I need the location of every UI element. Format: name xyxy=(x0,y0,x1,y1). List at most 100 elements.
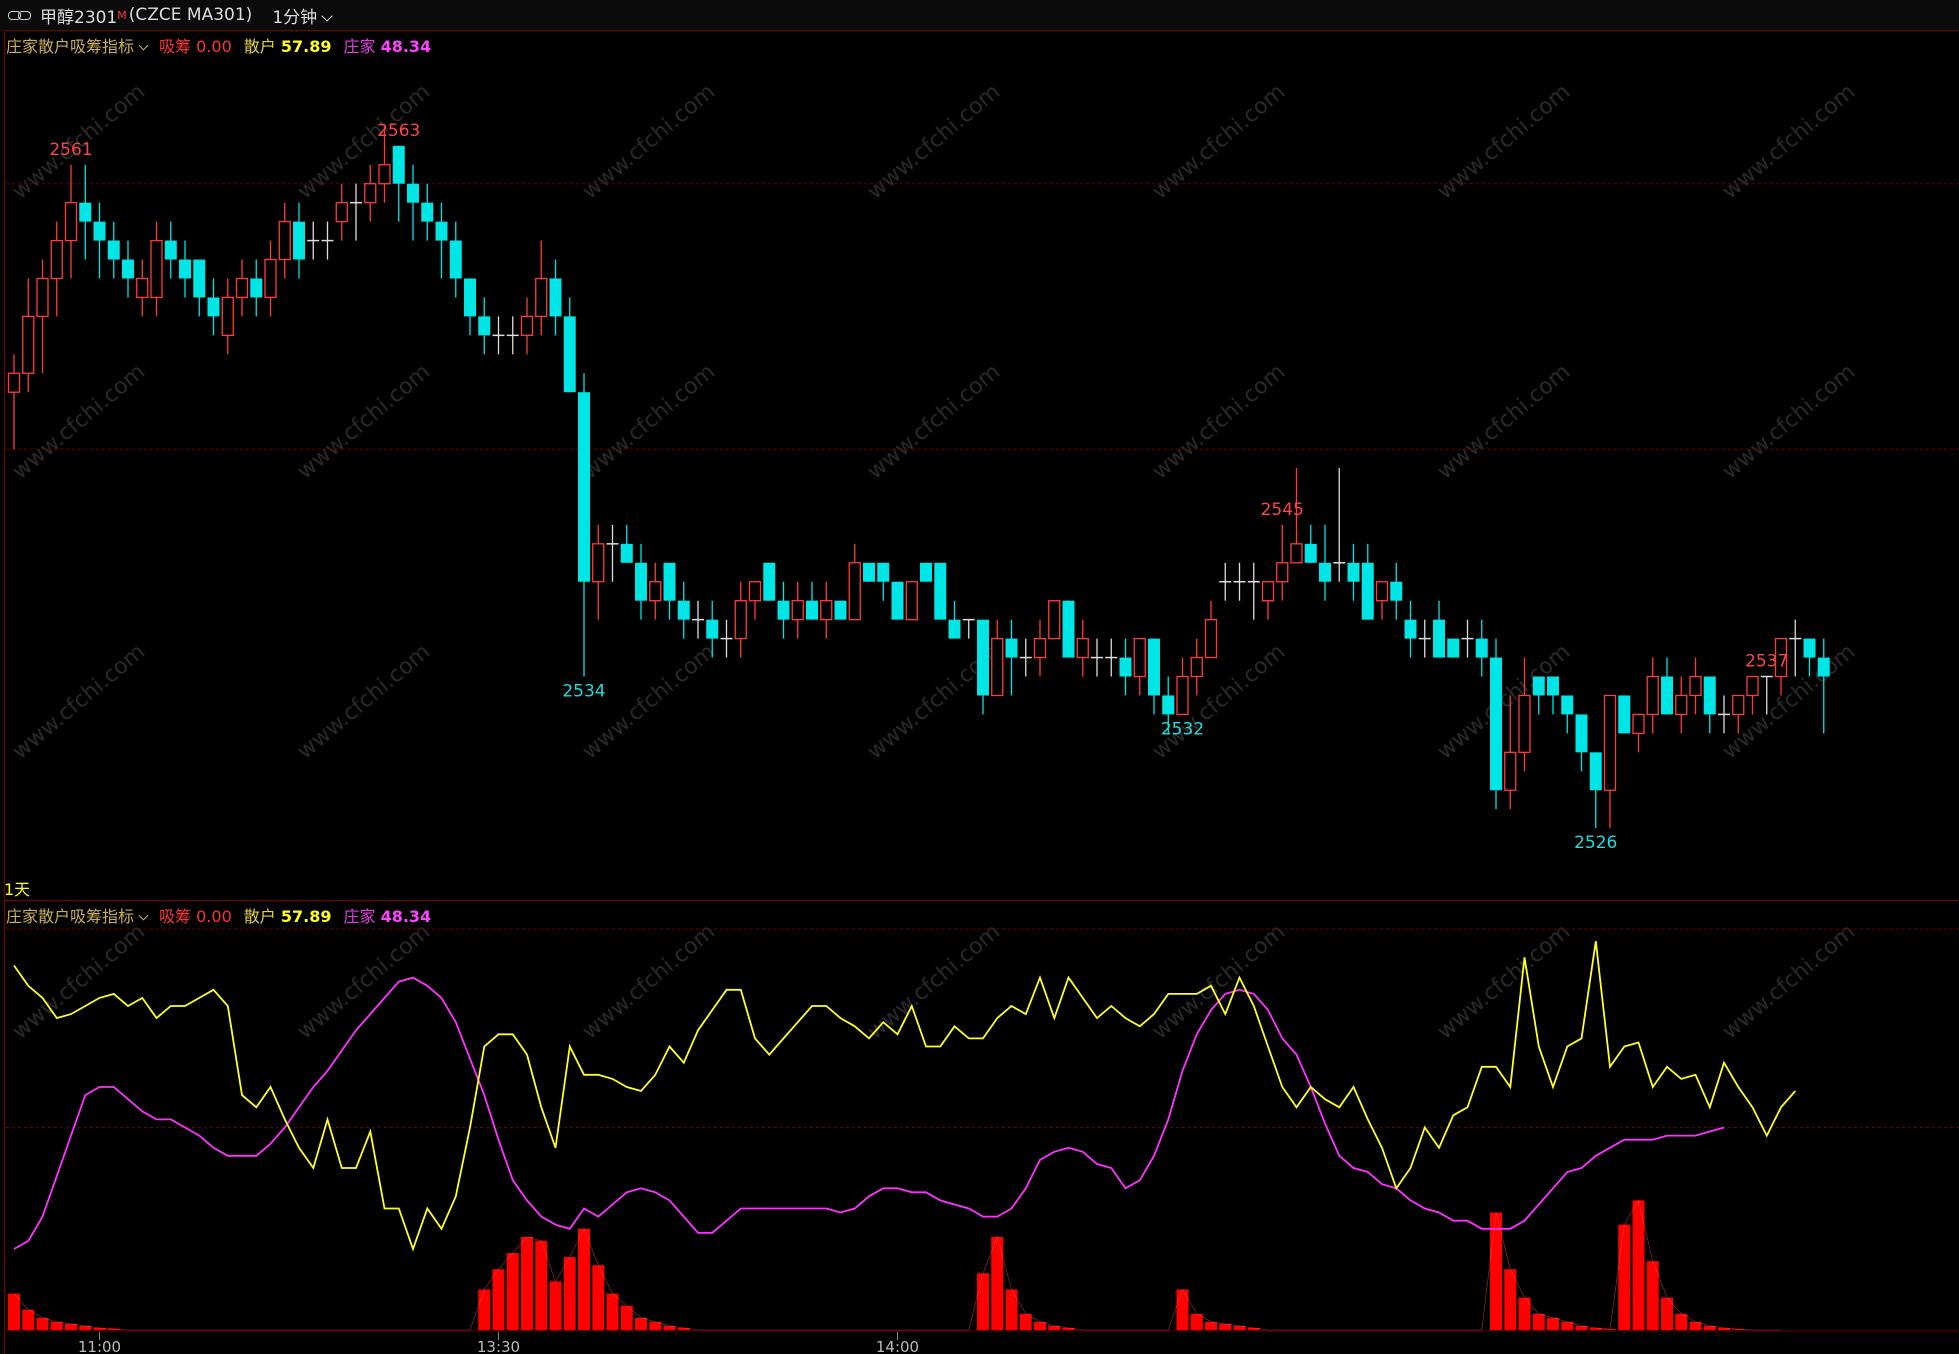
sanhu-value-2: 57.89 xyxy=(280,907,332,926)
xichou-bar xyxy=(50,1321,63,1330)
indicator-selector[interactable]: 庄家散户吸筹指标 xyxy=(6,33,149,57)
xichou-bar xyxy=(1632,1200,1645,1330)
candle-body xyxy=(1433,619,1445,658)
candle-body xyxy=(1532,676,1545,696)
xichou-bar xyxy=(1532,1313,1545,1330)
price-annotation: 2532 xyxy=(1161,719,1204,739)
xichou-bar xyxy=(1247,1327,1260,1330)
xichou-bar xyxy=(1019,1313,1032,1330)
candle-body xyxy=(592,543,605,583)
candle-body xyxy=(1033,637,1047,659)
time-tick-label: 13:30 xyxy=(477,1338,520,1353)
candle-body xyxy=(863,562,875,582)
xichou-bar xyxy=(1190,1313,1203,1330)
xichou-bar xyxy=(606,1293,619,1330)
candle-body xyxy=(207,297,220,317)
candle-body xyxy=(991,637,1004,697)
candle-body xyxy=(806,600,818,620)
candle-body xyxy=(1490,657,1502,791)
candle-body xyxy=(1618,695,1631,734)
candle-body xyxy=(677,600,690,620)
candle-body xyxy=(1261,581,1275,602)
candle-body xyxy=(620,543,633,563)
candle-body xyxy=(293,221,305,260)
xichou-bar xyxy=(1604,1329,1616,1330)
indicator-selector-2[interactable]: 庄家散户吸筹指标 xyxy=(6,903,149,927)
candle-body xyxy=(1746,675,1759,697)
xichou-bar xyxy=(635,1317,647,1330)
candle-body xyxy=(122,259,134,279)
watermark-text: www.cfchi.com xyxy=(578,359,720,484)
xichou-bar xyxy=(1490,1212,1502,1330)
xichou-bar xyxy=(521,1236,533,1330)
candle-body xyxy=(1319,562,1331,582)
watermark-text: www.cfchi.com xyxy=(1718,919,1860,1044)
candle-body xyxy=(1148,638,1160,696)
candle-body xyxy=(1703,676,1716,715)
link-icon[interactable] xyxy=(8,9,32,21)
candle-body xyxy=(520,315,534,336)
candle-body xyxy=(1632,713,1645,735)
price-annotation: 2537 xyxy=(1745,652,1788,672)
xichou-bar xyxy=(79,1325,92,1330)
watermark-text: www.cfchi.com xyxy=(293,639,435,764)
candle-body xyxy=(1162,695,1175,715)
candle-body xyxy=(1076,637,1089,659)
candle-body xyxy=(1589,752,1602,791)
candle-body xyxy=(948,619,961,639)
candle-body xyxy=(1347,562,1360,582)
candle-body xyxy=(464,278,476,317)
price-annotation: 2545 xyxy=(1261,500,1304,520)
xichou-bar xyxy=(1005,1289,1018,1330)
candle-body xyxy=(1390,581,1403,601)
candle-body xyxy=(549,278,562,317)
candle-body xyxy=(635,562,647,601)
indicator-panel xyxy=(4,900,1959,1354)
candle-body xyxy=(50,239,63,280)
candle-body xyxy=(22,315,35,374)
candle-body xyxy=(79,202,92,222)
candle-body xyxy=(920,562,932,582)
candle-body xyxy=(820,600,833,621)
xichou-bar xyxy=(535,1240,548,1330)
price-panel xyxy=(4,30,1959,901)
price-annotation: 2526 xyxy=(1574,833,1617,853)
interval-dropdown[interactable]: 1分钟 xyxy=(272,3,333,28)
candle-body xyxy=(1375,581,1389,602)
candle-body xyxy=(877,562,890,582)
candle-body xyxy=(1176,675,1189,716)
xichou-bar xyxy=(991,1236,1004,1330)
candle-body xyxy=(1276,562,1289,583)
candle-body xyxy=(264,258,277,299)
watermark-text: www.cfchi.com xyxy=(863,79,1005,204)
candle-body xyxy=(1119,657,1132,677)
price-panel-legend: 庄家散户吸筹指标 吸筹 0.00 散户 57.89 庄家 48.34 xyxy=(6,33,431,57)
watermark-text: www.cfchi.com xyxy=(578,79,720,204)
candle-body xyxy=(1518,694,1531,753)
xichou-bar xyxy=(22,1309,35,1330)
time-tick-label: 11:00 xyxy=(78,1338,121,1353)
candle-body xyxy=(834,600,847,620)
watermark-text: www.cfchi.com xyxy=(8,919,150,1044)
candle-body xyxy=(763,562,776,601)
watermark-text: www.cfchi.com xyxy=(8,639,150,764)
watermark-text: www.cfchi.com xyxy=(1718,359,1860,484)
candle-body xyxy=(421,202,434,222)
watermark-text: www.cfchi.com xyxy=(578,639,720,764)
xichou-value-2: 0.00 xyxy=(196,907,232,926)
xichou-bar xyxy=(1233,1325,1246,1330)
candle-body xyxy=(1646,675,1659,716)
xichou-bar xyxy=(1618,1224,1631,1330)
candle-body xyxy=(1803,638,1816,658)
candle-body xyxy=(179,259,191,279)
candle-body xyxy=(1575,714,1588,753)
xichou-bar xyxy=(1547,1317,1559,1330)
xichou-label: 吸筹 xyxy=(159,37,192,56)
sanhu-value: 57.89 xyxy=(280,37,332,56)
xichou-bar xyxy=(620,1305,633,1330)
candle-body xyxy=(905,581,918,621)
candle-body xyxy=(7,372,21,393)
candle-body xyxy=(1290,543,1303,564)
candle-body xyxy=(136,277,149,299)
